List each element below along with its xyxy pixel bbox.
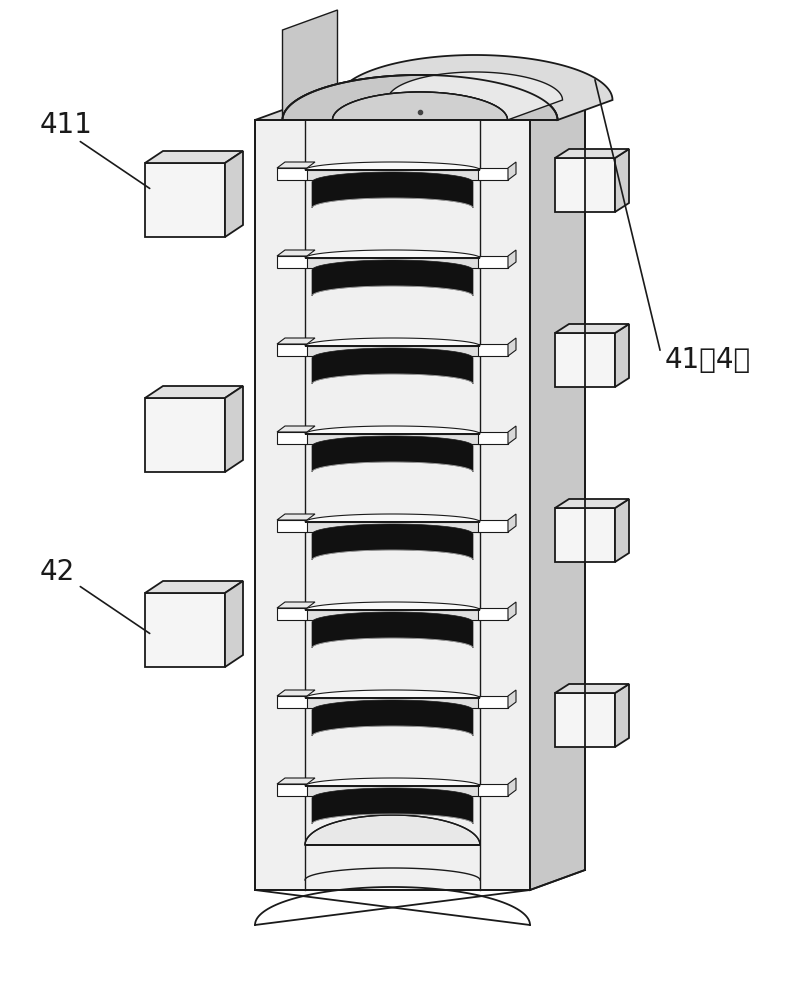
Polygon shape [614,684,629,747]
Polygon shape [277,608,307,620]
Polygon shape [145,163,225,237]
Polygon shape [145,593,225,667]
Polygon shape [305,346,479,356]
Polygon shape [311,348,473,384]
Polygon shape [305,610,479,620]
Polygon shape [277,250,315,256]
Polygon shape [554,158,614,212]
Polygon shape [478,344,508,356]
Polygon shape [255,100,584,120]
Polygon shape [305,690,479,698]
Polygon shape [225,581,242,667]
Polygon shape [508,778,515,796]
Polygon shape [508,162,515,180]
Polygon shape [554,499,629,508]
Polygon shape [145,386,242,398]
Polygon shape [305,514,479,522]
Polygon shape [478,432,508,444]
Polygon shape [508,602,515,620]
Polygon shape [277,338,315,344]
Polygon shape [305,162,479,170]
Polygon shape [277,778,315,784]
Polygon shape [225,386,242,472]
Text: 411: 411 [40,111,92,139]
Text: 41（4）: 41（4） [664,346,750,374]
Polygon shape [305,250,479,258]
Polygon shape [305,778,479,786]
Polygon shape [277,256,307,268]
Polygon shape [478,784,508,796]
Polygon shape [530,100,584,890]
Polygon shape [311,788,473,824]
Polygon shape [305,258,479,268]
Polygon shape [282,75,557,120]
Polygon shape [508,338,515,356]
Polygon shape [282,10,337,120]
Polygon shape [305,698,479,708]
Polygon shape [311,612,473,648]
Polygon shape [554,149,629,158]
Polygon shape [332,72,562,120]
Polygon shape [277,162,315,168]
Polygon shape [311,436,473,472]
Polygon shape [277,426,315,432]
Polygon shape [311,524,473,560]
Polygon shape [614,324,629,387]
Polygon shape [145,151,242,163]
Polygon shape [305,170,479,180]
Polygon shape [508,690,515,708]
Polygon shape [478,608,508,620]
Polygon shape [255,120,530,890]
Polygon shape [614,149,629,212]
Polygon shape [554,333,614,387]
Polygon shape [277,514,315,520]
Polygon shape [478,520,508,532]
Polygon shape [277,696,307,708]
Polygon shape [305,426,479,434]
Polygon shape [554,324,629,333]
Polygon shape [305,434,479,444]
Polygon shape [311,700,473,736]
Polygon shape [554,684,629,693]
Polygon shape [277,784,307,796]
Polygon shape [311,172,473,208]
Polygon shape [277,690,315,696]
Polygon shape [277,344,307,356]
Polygon shape [277,432,307,444]
Polygon shape [225,151,242,237]
Polygon shape [145,581,242,593]
Polygon shape [305,815,479,845]
Polygon shape [311,260,473,296]
Polygon shape [508,426,515,444]
Polygon shape [277,168,307,180]
Polygon shape [277,602,315,608]
Polygon shape [554,693,614,747]
Text: 42: 42 [40,558,75,586]
Polygon shape [478,168,508,180]
Polygon shape [614,499,629,562]
Polygon shape [332,92,507,120]
Polygon shape [145,398,225,472]
Polygon shape [282,55,611,120]
Polygon shape [508,250,515,268]
Polygon shape [508,514,515,532]
Polygon shape [478,256,508,268]
Polygon shape [305,602,479,610]
Polygon shape [478,696,508,708]
Polygon shape [554,508,614,562]
Polygon shape [305,786,479,796]
Polygon shape [277,520,307,532]
Polygon shape [305,522,479,532]
Polygon shape [305,338,479,346]
